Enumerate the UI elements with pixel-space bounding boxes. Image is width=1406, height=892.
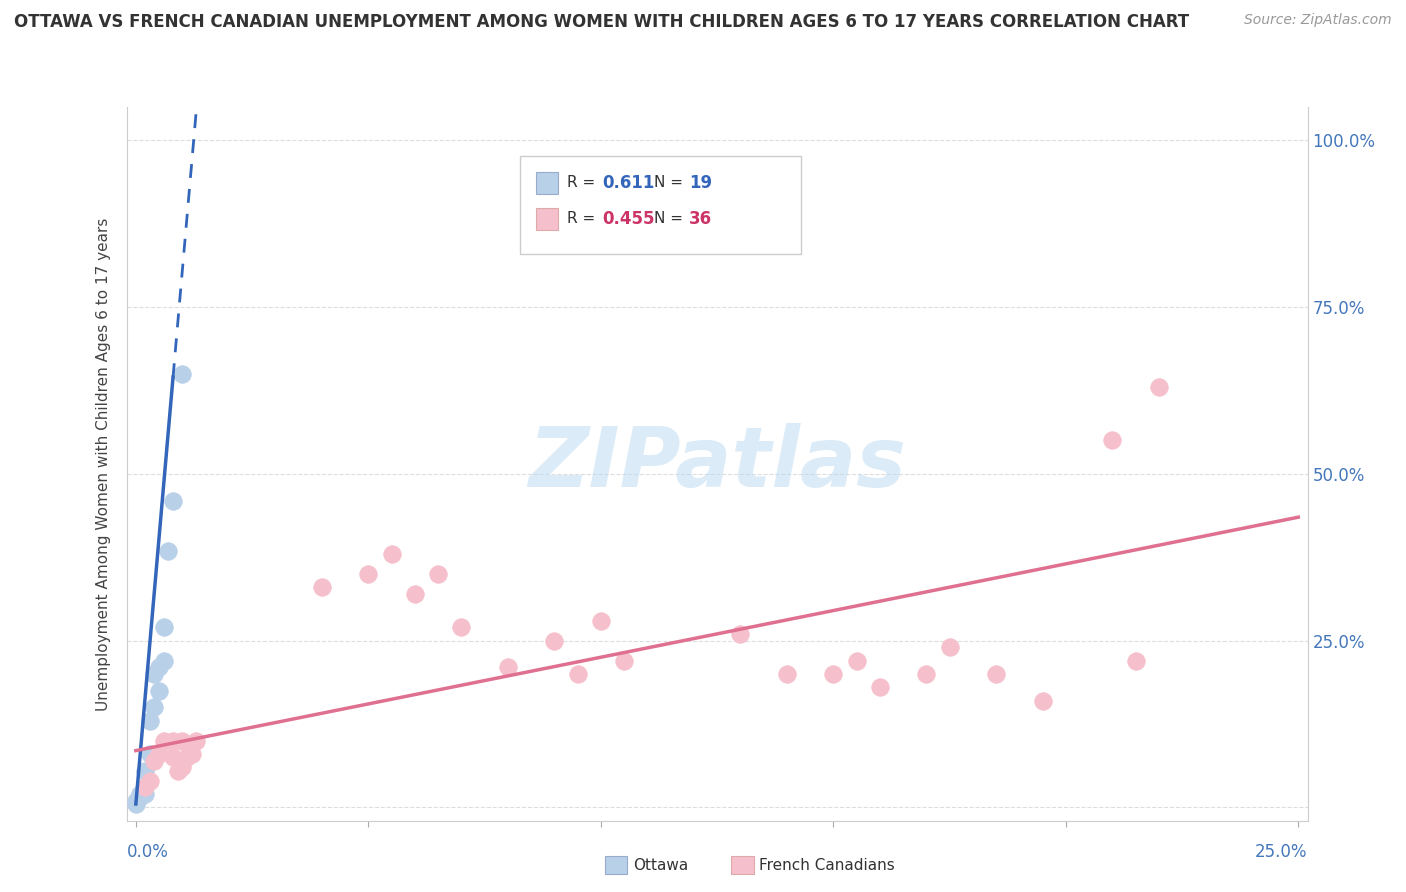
Point	[152, 620, 174, 634]
Point	[450, 620, 472, 634]
Point	[139, 714, 162, 728]
Point	[404, 587, 426, 601]
Point	[357, 566, 380, 581]
Point	[148, 683, 170, 698]
Point	[567, 667, 589, 681]
Point	[143, 754, 166, 768]
Y-axis label: Unemployment Among Women with Children Ages 6 to 17 years: Unemployment Among Women with Children A…	[96, 217, 111, 711]
Point	[915, 667, 938, 681]
Point	[129, 787, 152, 801]
Point	[1147, 380, 1170, 394]
Point	[776, 667, 799, 681]
Point	[1031, 693, 1053, 707]
Point	[143, 700, 166, 714]
Text: French Canadians: French Canadians	[759, 858, 896, 872]
Point	[152, 654, 174, 668]
Point	[186, 733, 208, 747]
Point	[139, 747, 162, 761]
Point	[589, 614, 612, 628]
Text: N =: N =	[654, 176, 688, 190]
Text: N =: N =	[654, 211, 688, 226]
Text: Source: ZipAtlas.com: Source: ZipAtlas.com	[1244, 13, 1392, 28]
Text: R =: R =	[567, 176, 600, 190]
Point	[543, 633, 565, 648]
Point	[845, 654, 868, 668]
Point	[162, 750, 184, 764]
Point	[984, 667, 1007, 681]
Point	[1101, 434, 1123, 448]
Text: ZIPatlas: ZIPatlas	[529, 424, 905, 504]
Point	[427, 566, 450, 581]
Point	[311, 580, 333, 594]
Point	[134, 780, 156, 795]
Point	[129, 790, 152, 805]
Text: R =: R =	[567, 211, 600, 226]
Text: Ottawa: Ottawa	[633, 858, 688, 872]
Point	[172, 367, 194, 381]
Point	[496, 660, 519, 674]
Text: 25.0%: 25.0%	[1256, 843, 1308, 861]
Point	[129, 789, 152, 803]
Point	[139, 773, 162, 788]
Point	[148, 660, 170, 674]
Point	[143, 667, 166, 681]
Point	[381, 547, 404, 561]
Point	[134, 780, 156, 795]
Point	[125, 794, 148, 808]
Point	[176, 750, 198, 764]
Point	[172, 733, 194, 747]
Point	[613, 654, 636, 668]
Point	[823, 667, 845, 681]
Text: 0.611: 0.611	[602, 174, 654, 192]
Point	[134, 787, 156, 801]
Point	[157, 543, 180, 558]
Point	[1125, 654, 1147, 668]
Text: 36: 36	[689, 210, 711, 227]
Text: 0.0%: 0.0%	[127, 843, 169, 861]
Point	[134, 764, 156, 778]
Point	[125, 797, 148, 811]
Point	[162, 493, 184, 508]
Point	[148, 747, 170, 761]
Point	[166, 764, 188, 778]
Point	[869, 680, 891, 694]
Point	[180, 747, 202, 761]
Point	[162, 733, 184, 747]
Point	[172, 760, 194, 774]
Text: OTTAWA VS FRENCH CANADIAN UNEMPLOYMENT AMONG WOMEN WITH CHILDREN AGES 6 TO 17 YE: OTTAWA VS FRENCH CANADIAN UNEMPLOYMENT A…	[14, 13, 1189, 31]
Point	[938, 640, 960, 655]
Text: 0.455: 0.455	[602, 210, 654, 227]
Point	[730, 627, 752, 641]
Text: 19: 19	[689, 174, 711, 192]
Point	[152, 733, 174, 747]
